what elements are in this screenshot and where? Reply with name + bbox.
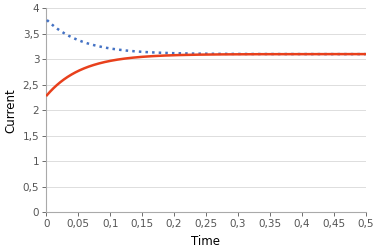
X-axis label: Time: Time [191, 235, 220, 248]
Y-axis label: Current: Current [4, 88, 17, 133]
